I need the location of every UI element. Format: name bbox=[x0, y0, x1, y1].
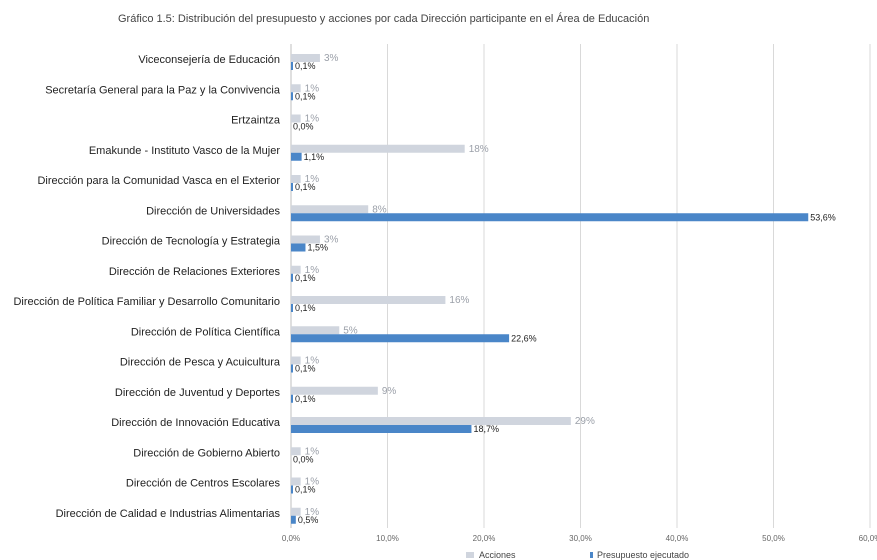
data-label-acciones: 5% bbox=[343, 325, 358, 336]
bar-acciones bbox=[291, 265, 301, 274]
data-label-presupuesto: 0,1% bbox=[295, 394, 316, 404]
data-label-acciones: 18% bbox=[469, 144, 489, 155]
legend: Acciones Presupuesto ejecutado bbox=[466, 550, 689, 560]
data-label-presupuesto: 0,1% bbox=[295, 364, 316, 374]
bar-acciones bbox=[291, 144, 465, 153]
category-label: Dirección de Calidad e Industrias Alimen… bbox=[56, 508, 281, 520]
data-label-presupuesto: 0,5% bbox=[298, 515, 319, 525]
bar-presupuesto bbox=[291, 92, 293, 101]
bar-acciones bbox=[291, 477, 301, 486]
data-label-presupuesto: 0,1% bbox=[295, 485, 316, 495]
x-tick-label: 10,0% bbox=[376, 534, 399, 543]
data-label-acciones: 9% bbox=[382, 386, 397, 397]
data-label-acciones: 1% bbox=[305, 83, 320, 94]
bar-presupuesto bbox=[291, 394, 293, 403]
bar-acciones bbox=[291, 175, 301, 183]
x-tick-label: 40,0% bbox=[666, 534, 689, 543]
category-label: Dirección de Centros Escolares bbox=[126, 478, 281, 490]
category-label: Dirección de Innovación Educativa bbox=[111, 417, 281, 429]
bar-acciones bbox=[291, 386, 378, 395]
bar-presupuesto bbox=[291, 243, 306, 252]
x-tick-label: 60,0% bbox=[859, 534, 877, 543]
labels-layer: Viceconsejería de Educación 3% 0,1% Secreta… bbox=[13, 53, 835, 525]
bar-acciones bbox=[291, 114, 301, 123]
category-label: Dirección de Pesca y Acuicultura bbox=[120, 357, 281, 369]
category-label: Dirección de Gobierno Abierto bbox=[133, 447, 280, 459]
bar-acciones bbox=[291, 356, 301, 365]
category-label: Secretaría General para la Paz y la Conv… bbox=[45, 84, 281, 96]
data-label-acciones: 1% bbox=[305, 356, 320, 367]
data-label-presupuesto: 0,1% bbox=[295, 273, 316, 283]
bar-presupuesto bbox=[291, 485, 293, 494]
data-label-presupuesto: 0,1% bbox=[295, 91, 316, 101]
data-label-acciones: 1% bbox=[305, 507, 320, 518]
data-label-acciones: 1% bbox=[305, 265, 320, 276]
category-label: Dirección de Relaciones Exteriores bbox=[109, 266, 281, 278]
category-label: Dirección para la Comunidad Vasca en el … bbox=[37, 175, 280, 187]
bar-presupuesto bbox=[291, 364, 293, 373]
data-label-acciones: 1% bbox=[305, 174, 320, 185]
category-label: Ertzaintza bbox=[231, 115, 281, 127]
bar-presupuesto bbox=[291, 183, 293, 191]
data-label-presupuesto: 1,5% bbox=[307, 243, 328, 253]
data-label-presupuesto: 1,1% bbox=[304, 152, 325, 162]
bar-acciones bbox=[291, 447, 301, 456]
category-label: Dirección de Política Científica bbox=[131, 326, 281, 338]
data-label-presupuesto: 0,1% bbox=[295, 61, 316, 71]
legend-label-presupuesto: Presupuesto ejecutado bbox=[597, 550, 689, 560]
bar-presupuesto bbox=[291, 152, 302, 161]
bar-presupuesto bbox=[291, 273, 293, 282]
data-label-presupuesto: 0,0% bbox=[293, 122, 314, 132]
bar-presupuesto bbox=[291, 62, 293, 70]
data-label-presupuesto: 22,6% bbox=[511, 333, 537, 343]
bar-acciones bbox=[291, 417, 571, 425]
legend-swatch-acciones bbox=[466, 552, 474, 558]
data-label-presupuesto: 0,0% bbox=[293, 454, 314, 464]
category-label: Viceconsejería de Educación bbox=[138, 54, 280, 66]
x-tick-label: 20,0% bbox=[473, 534, 496, 543]
data-label-acciones: 16% bbox=[449, 295, 469, 306]
bar-presupuesto bbox=[291, 304, 293, 312]
legend-swatch-presupuesto bbox=[590, 552, 593, 558]
bar-acciones bbox=[291, 326, 340, 335]
data-label-acciones: 8% bbox=[372, 204, 387, 215]
bar-acciones bbox=[291, 54, 320, 62]
bar-acciones bbox=[291, 235, 320, 244]
category-label: Dirección de Tecnología y Estrategia bbox=[102, 236, 281, 248]
data-label-presupuesto: 0,1% bbox=[295, 303, 316, 313]
bar-acciones bbox=[291, 296, 446, 304]
bar-presupuesto bbox=[291, 334, 510, 343]
data-label-acciones: 1% bbox=[305, 477, 320, 488]
category-label: Dirección de Universidades bbox=[146, 205, 280, 217]
data-label-acciones: 1% bbox=[305, 446, 320, 457]
data-label-acciones: 29% bbox=[575, 416, 595, 427]
bar-presupuesto bbox=[291, 213, 809, 222]
bar-acciones bbox=[291, 84, 301, 93]
data-label-presupuesto: 0,1% bbox=[295, 182, 316, 192]
x-tick-label: 30,0% bbox=[569, 534, 592, 543]
legend-label-acciones: Acciones bbox=[479, 550, 516, 560]
x-tick-label: 50,0% bbox=[762, 534, 785, 543]
x-tick-label: 0,0% bbox=[282, 534, 300, 543]
category-label: Dirección de Juventud y Deportes bbox=[115, 387, 281, 399]
grid-layer: 0,0% 10,0% 20,0% 30,0% 40,0% 50,0% 60,0% bbox=[282, 44, 877, 543]
category-label: Emakunde - Instituto Vasco de la Mujer bbox=[89, 145, 281, 157]
bar-presupuesto bbox=[291, 425, 472, 433]
data-label-acciones: 3% bbox=[324, 235, 339, 246]
data-label-acciones: 3% bbox=[324, 53, 339, 64]
bar-acciones bbox=[291, 507, 301, 516]
data-label-presupuesto: 53,6% bbox=[810, 212, 836, 222]
data-label-presupuesto: 18,7% bbox=[473, 424, 499, 434]
bar-presupuesto bbox=[291, 515, 296, 524]
chart-title: Gráfico 1.5: Distribución del presupuest… bbox=[118, 12, 649, 25]
bars-layer bbox=[291, 54, 809, 524]
bar-acciones bbox=[291, 205, 369, 214]
data-label-acciones: 1% bbox=[305, 114, 320, 125]
category-label: Dirección de Política Familiar y Desarro… bbox=[13, 296, 280, 308]
